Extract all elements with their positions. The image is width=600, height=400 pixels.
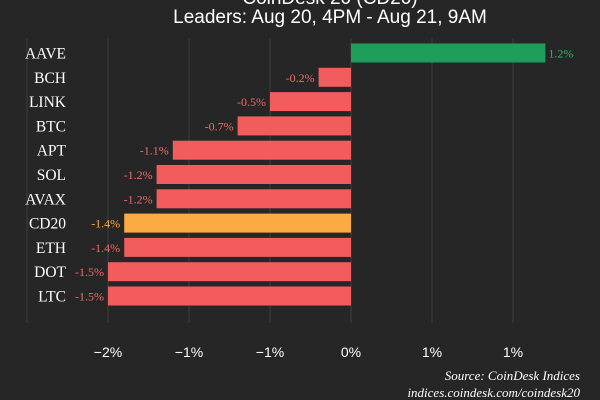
- data-label: -1.5%: [75, 265, 104, 279]
- x-tick-label: 1%: [422, 344, 442, 360]
- category-label: AAVE: [25, 46, 66, 63]
- x-tick-label: −2%: [94, 344, 122, 360]
- category-label: DOT: [34, 264, 66, 281]
- data-label: -1.2%: [124, 168, 153, 182]
- bar-link: [270, 92, 351, 112]
- bar-sol: [156, 165, 351, 184]
- bar-apt: [172, 140, 351, 160]
- bar-avax: [156, 189, 351, 209]
- labels: −2% −1% −1% 0% 1% 1% AAVE 1.2% BCH -0.2% LINK -0.5%…: [25, 46, 573, 361]
- data-label: -1.5%: [75, 290, 104, 304]
- data-label: -1.2%: [124, 192, 153, 206]
- bar-bch: [318, 67, 351, 87]
- source-url: indices.coindesk.com/coindesk20: [407, 385, 580, 400]
- bar-cd20: [124, 213, 351, 233]
- category-label: BTC: [36, 118, 66, 135]
- category-label: APT: [37, 143, 67, 160]
- data-label: -0.7%: [205, 119, 234, 133]
- bar-dot: [108, 262, 351, 282]
- chart-subtitle: Leaders: Aug 20, 4PM - Aug 21, 9AM: [173, 7, 487, 28]
- category-label: LTC: [38, 289, 66, 306]
- data-label: 1.2%: [548, 47, 573, 61]
- bars: [108, 43, 546, 306]
- category-label: BCH: [34, 70, 66, 87]
- x-tick-label: 0%: [341, 344, 361, 360]
- x-tick-label: −1%: [175, 344, 203, 360]
- data-label: -0.2%: [286, 71, 315, 85]
- chart-title: CoinDesk 20 (CD20): [242, 0, 417, 9]
- data-label: -1.1%: [140, 144, 169, 158]
- bar-eth: [124, 237, 351, 257]
- data-label: -1.4%: [91, 217, 120, 231]
- x-tick-label: 1%: [503, 344, 523, 360]
- bar-ltc: [108, 286, 351, 306]
- bar-btc: [237, 116, 351, 136]
- source-note: Source: CoinDesk Indices: [445, 368, 580, 383]
- category-label: CD20: [29, 216, 66, 233]
- category-label: SOL: [37, 167, 66, 184]
- data-label: -1.4%: [91, 241, 120, 255]
- bar-aave: [351, 43, 546, 63]
- category-label: AVAX: [25, 191, 66, 208]
- category-label: LINK: [29, 94, 67, 111]
- x-tick-label: −1%: [256, 344, 284, 360]
- category-label: ETH: [36, 240, 66, 257]
- data-label: -0.5%: [237, 95, 266, 109]
